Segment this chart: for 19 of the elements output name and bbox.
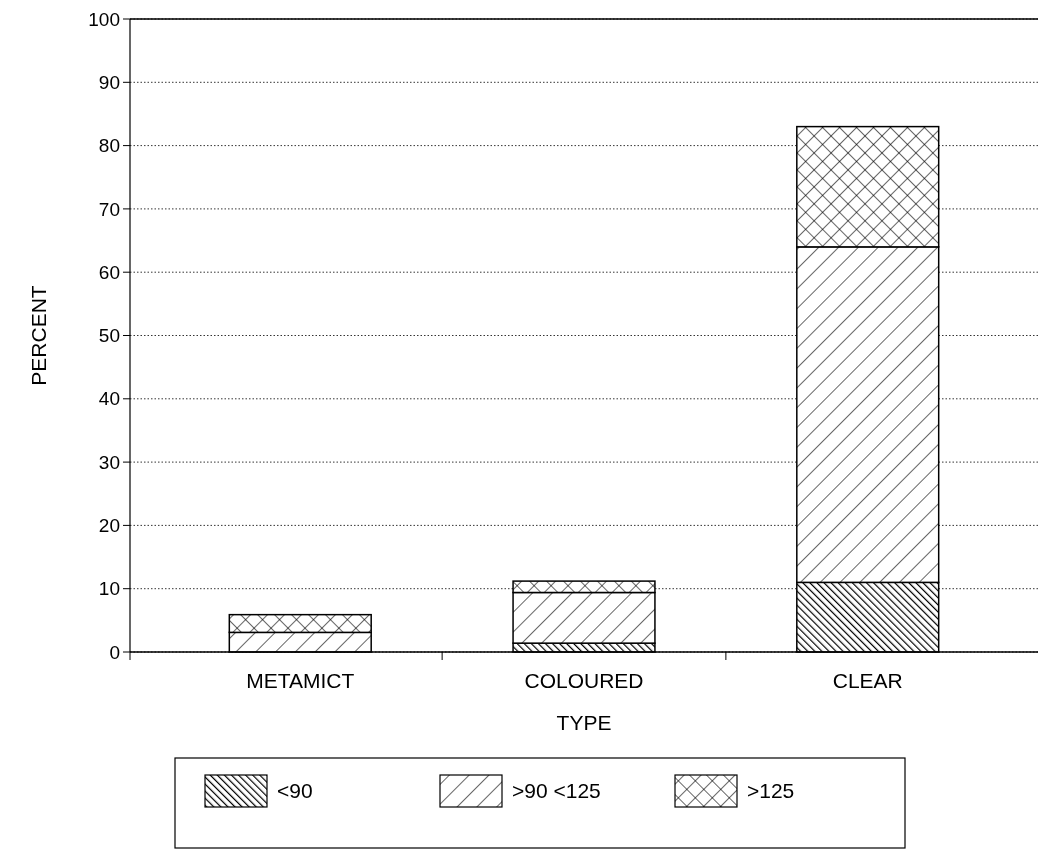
y-axis-title: PERCENT (27, 285, 50, 386)
y-tick-label: 30 (98, 451, 120, 473)
y-tick-label: 70 (98, 198, 120, 220)
y-tick-label: 40 (98, 388, 120, 410)
y-tick-label: 100 (88, 8, 120, 30)
legend-label: >90 <125 (512, 779, 601, 803)
y-tick-label: 60 (98, 261, 120, 283)
x-tick-label: METAMICT (246, 669, 355, 692)
x-axis-title: TYPE (556, 711, 612, 734)
y-tick-label: 80 (98, 135, 120, 157)
legend-label: <90 (277, 779, 313, 803)
y-tick-label: 10 (98, 578, 120, 600)
legend-label: >125 (747, 779, 795, 803)
x-tick-label: COLOURED (524, 669, 644, 692)
y-tick-label: 0 (109, 641, 120, 663)
x-tick-label: CLEAR (832, 669, 903, 692)
y-tick-label: 50 (98, 325, 120, 347)
y-tick-label: 90 (98, 71, 120, 93)
y-tick-label: 20 (98, 515, 120, 537)
